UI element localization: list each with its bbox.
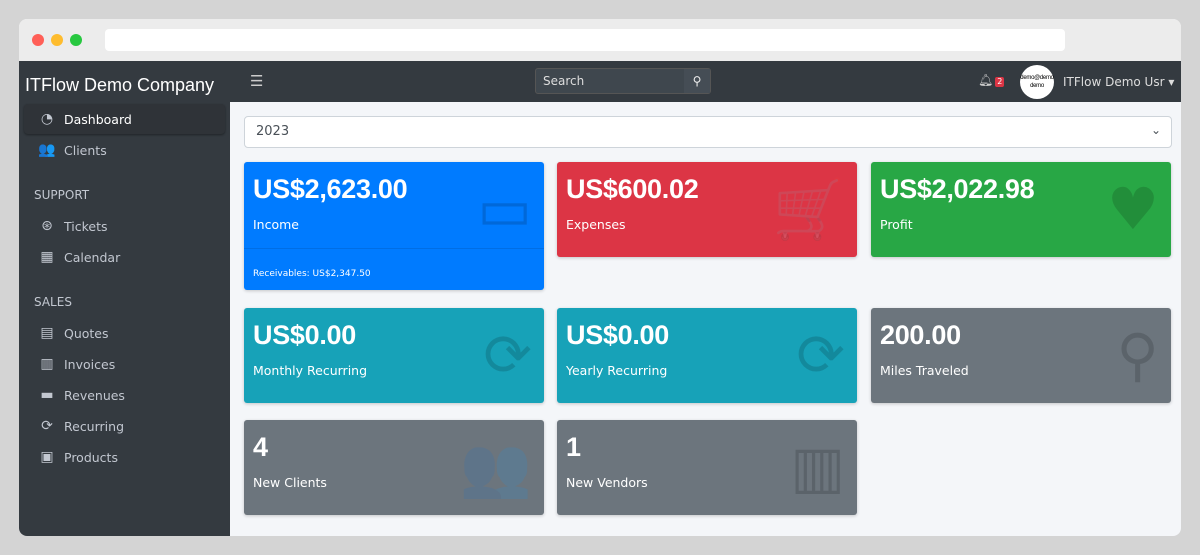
sidebar-item-invoices[interactable]: ▥ Invoices [24, 349, 225, 379]
stat-card-new-clients[interactable]: 4 New Clients 👥 [244, 420, 544, 515]
sidebar-item-label: Recurring [64, 418, 124, 434]
stat-card-miles-traveled[interactable]: 200.00 Miles Traveled ⚲ [871, 308, 1171, 403]
avatar[interactable]: demo@demo demo [1020, 65, 1054, 99]
credit-card-icon: ▬ [40, 387, 54, 403]
address-bar[interactable] [105, 29, 1065, 51]
stat-card-income[interactable]: US$2,623.00 Income ▭ Receivables: US$2,3… [244, 162, 544, 290]
sales-heading: SALES [34, 295, 72, 309]
sidebar-item-label: Revenues [64, 387, 125, 403]
users-icon: 👥 [459, 433, 532, 501]
sidebar-item-clients[interactable]: 👥 Clients [24, 135, 225, 165]
brand-link[interactable]: ITFlow Demo Company [25, 75, 215, 95]
sync-icon: ⟳ [41, 418, 53, 434]
stat-value: 1 [566, 432, 581, 462]
stat-value: US$2,022.98 [880, 174, 1035, 204]
stat-label: Income [253, 217, 299, 232]
sidebar-item-label: Invoices [64, 356, 116, 372]
sync-icon: ⟳ [483, 321, 532, 389]
calendar-icon: ▦ [40, 249, 54, 265]
sidebar-item-label: Tickets [64, 218, 108, 234]
stat-value: US$0.00 [566, 320, 669, 350]
search-input[interactable]: Search ⚲ [535, 68, 711, 94]
sidebar-item-label: Dashboard [64, 111, 132, 127]
stat-value: 4 [253, 432, 268, 462]
stat-label: Monthly Recurring [253, 363, 368, 378]
sidebar-item-recurring[interactable]: ⟳ Recurring [24, 411, 225, 441]
sidebar: ITFlow Demo Company ◔ Dashboard 👥 Clients SU… [19, 61, 230, 536]
search-button[interactable]: ⚲ [684, 69, 710, 93]
bell-icon: 🔔︎ [978, 73, 994, 87]
sidebar-item-label: Products [64, 449, 118, 465]
shopping-cart-icon: 🛒 [772, 175, 845, 243]
stat-label: Miles Traveled [880, 363, 969, 378]
box-icon: ▣ [40, 449, 54, 465]
user-menu[interactable]: ITFlow Demo Usr ▾ [1063, 75, 1175, 89]
sidebar-item-label: Calendar [64, 249, 121, 265]
heart-icon: ♥ [1107, 175, 1159, 243]
stat-card-profit[interactable]: US$2,022.98 Profit ♥ [871, 162, 1171, 257]
users-icon: 👥 [38, 142, 56, 158]
stat-card-monthly-recurring[interactable]: US$0.00 Monthly Recurring ⟳ [244, 308, 544, 403]
stat-value: 200.00 [880, 320, 961, 350]
minimize-dot[interactable] [51, 34, 63, 46]
route-icon: ⚲ [1116, 321, 1159, 389]
user-name: ITFlow Demo Usr [1063, 75, 1165, 89]
notification-badge: 2 [995, 76, 1005, 87]
stat-card-new-vendors[interactable]: 1 New Vendors ▥ [557, 420, 857, 515]
building-icon: ▥ [790, 433, 845, 501]
sidebar-item-label: Quotes [64, 325, 109, 341]
sidebar-item-dashboard[interactable]: ◔ Dashboard [24, 104, 225, 134]
stat-card-yearly-recurring[interactable]: US$0.00 Yearly Recurring ⟳ [557, 308, 857, 403]
stat-value: US$0.00 [253, 320, 356, 350]
file-icon: ▤ [40, 325, 54, 341]
stat-value: US$2,623.00 [253, 174, 408, 204]
receivables-footer: Receivables: US$2,347.50 [244, 248, 544, 290]
stat-label: New Vendors [566, 475, 648, 490]
sidebar-item-revenues[interactable]: ▬ Revenues [24, 380, 225, 410]
year-select[interactable]: 2023 ⌄ [244, 116, 1172, 148]
sync-icon: ⟳ [796, 321, 845, 389]
search-placeholder: Search [543, 74, 585, 88]
browser-titlebar [19, 19, 1181, 61]
close-dot[interactable] [32, 34, 44, 46]
invoice-icon: ▥ [40, 356, 54, 372]
browser-window: ITFlow Demo Company ◔ Dashboard 👥 Clients SU… [19, 19, 1181, 536]
stat-label: New Clients [253, 475, 327, 490]
year-value: 2023 [256, 124, 290, 139]
tachometer-icon: ◔ [40, 111, 54, 127]
top-navbar: ☰ Search ⚲ 🔔︎ 2 demo@demo demo ITFlow Dem… [230, 61, 1181, 102]
stat-card-expenses[interactable]: US$600.02 Expenses 🛒 [557, 162, 857, 257]
sidebar-item-calendar[interactable]: ▦ Calendar [24, 242, 225, 272]
chevron-down-icon: ⌄ [1150, 123, 1161, 137]
stat-label: Expenses [566, 217, 626, 232]
sidebar-item-label: Clients [64, 142, 107, 158]
stat-value: US$600.02 [566, 174, 699, 204]
credit-card-icon: ▭ [477, 175, 532, 243]
sidebar-item-products[interactable]: ▣ Products [24, 442, 225, 472]
notifications-button[interactable]: 🔔︎ 2 [978, 73, 1005, 87]
life-ring-icon: ⊛ [41, 218, 53, 234]
avatar-text: demo@demo demo [1020, 75, 1054, 89]
maximize-dot[interactable] [70, 34, 82, 46]
sidebar-item-quotes[interactable]: ▤ Quotes [24, 318, 225, 348]
menu-toggle-icon[interactable]: ☰ [250, 72, 264, 90]
stat-label: Profit [880, 217, 913, 232]
stat-label: Yearly Recurring [566, 363, 668, 378]
support-heading: SUPPORT [34, 188, 90, 202]
sidebar-item-tickets[interactable]: ⊛ Tickets [24, 211, 225, 241]
